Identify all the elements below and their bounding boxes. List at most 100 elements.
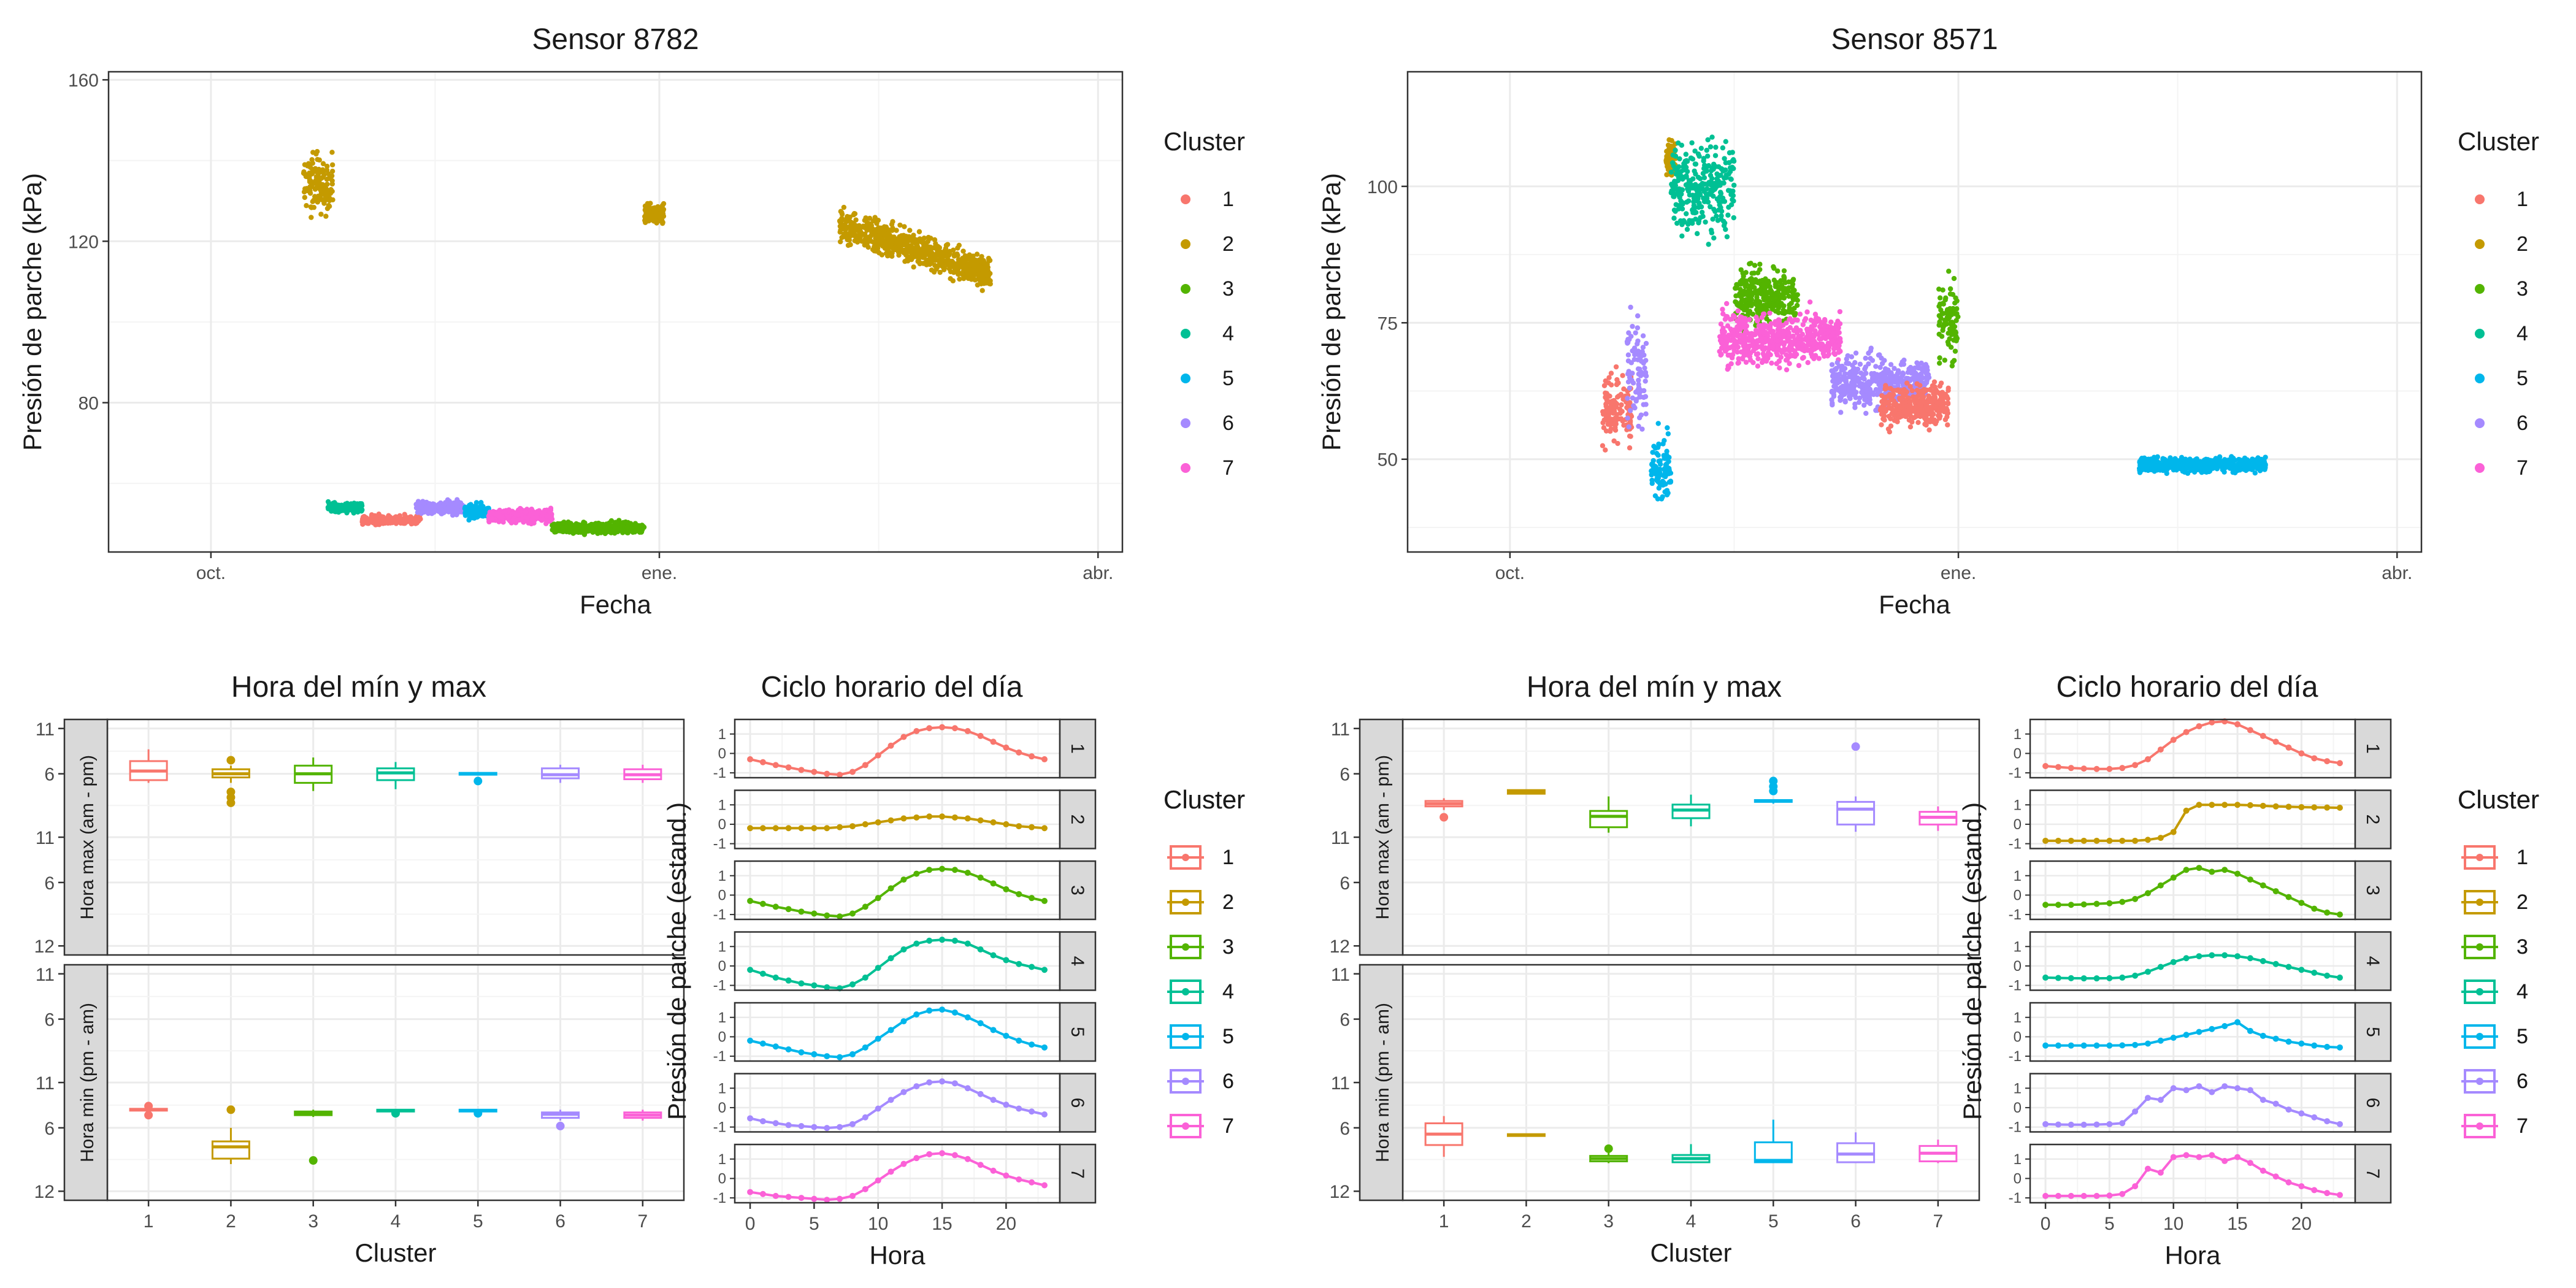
data-point bbox=[1774, 280, 1780, 285]
data-point bbox=[1669, 137, 1674, 144]
data-point bbox=[926, 249, 932, 255]
data-point bbox=[1714, 213, 1719, 219]
data-point bbox=[1926, 405, 1933, 411]
data-point bbox=[937, 245, 943, 251]
data-point bbox=[1655, 421, 1661, 426]
data-point bbox=[397, 513, 402, 519]
data-point bbox=[1638, 394, 1644, 400]
data-point bbox=[1942, 416, 1949, 423]
data-point bbox=[1761, 297, 1767, 303]
data-point bbox=[1619, 408, 1625, 414]
data-point bbox=[1741, 303, 1747, 309]
data-point bbox=[983, 280, 989, 286]
data-point bbox=[309, 157, 315, 163]
data-point bbox=[1771, 264, 1776, 270]
data-point bbox=[313, 179, 319, 185]
data-point bbox=[443, 508, 448, 513]
data-point bbox=[1636, 377, 1641, 383]
data-point bbox=[1745, 312, 1751, 317]
data-point bbox=[1837, 309, 1843, 315]
data-point bbox=[1781, 342, 1787, 348]
data-point bbox=[313, 196, 319, 202]
data-point bbox=[1897, 379, 1903, 385]
data-point bbox=[909, 251, 914, 257]
data-point bbox=[1739, 356, 1746, 361]
data-point bbox=[1895, 370, 1901, 376]
data-point bbox=[1635, 313, 1641, 319]
data-point bbox=[1726, 332, 1731, 338]
data-point bbox=[1764, 331, 1769, 336]
data-point bbox=[1671, 194, 1677, 199]
data-point bbox=[1776, 332, 1781, 338]
data-point bbox=[1948, 345, 1954, 350]
data-point bbox=[1797, 340, 1803, 346]
data-point bbox=[544, 518, 550, 524]
data-point bbox=[301, 169, 307, 175]
data-point bbox=[455, 499, 461, 505]
legend-label: 2 bbox=[1222, 232, 1234, 256]
data-point bbox=[1888, 362, 1894, 367]
data-point bbox=[415, 510, 421, 515]
data-point bbox=[1650, 450, 1655, 455]
data-point bbox=[320, 161, 326, 167]
data-point bbox=[1723, 167, 1728, 173]
data-point bbox=[1684, 199, 1690, 205]
data-point bbox=[1812, 312, 1819, 317]
data-point bbox=[1833, 385, 1839, 391]
data-point bbox=[534, 515, 540, 520]
data-point bbox=[1643, 411, 1649, 417]
data-point bbox=[1731, 337, 1737, 343]
data-point bbox=[515, 512, 521, 518]
data-point bbox=[1746, 294, 1752, 299]
data-point bbox=[1946, 269, 1952, 274]
data-point bbox=[1711, 235, 1717, 241]
data-point bbox=[1696, 189, 1702, 194]
data-point bbox=[1842, 383, 1848, 389]
data-point bbox=[1684, 169, 1690, 174]
data-point bbox=[1807, 299, 1813, 305]
data-point bbox=[905, 239, 910, 245]
data-point bbox=[900, 237, 906, 243]
data-point bbox=[1804, 309, 1810, 315]
data-point bbox=[1819, 341, 1825, 347]
data-point bbox=[477, 505, 483, 511]
data-point bbox=[1642, 365, 1647, 371]
data-point bbox=[951, 253, 957, 259]
data-point bbox=[905, 244, 911, 250]
legend-key-point bbox=[1181, 463, 1190, 473]
data-point bbox=[1781, 276, 1787, 282]
data-point bbox=[1657, 461, 1663, 467]
data-point bbox=[983, 267, 988, 272]
data-point bbox=[961, 257, 967, 263]
data-point bbox=[1719, 351, 1724, 357]
data-point bbox=[922, 245, 928, 251]
data-point bbox=[1785, 337, 1791, 342]
data-point bbox=[897, 222, 903, 228]
data-point bbox=[473, 503, 479, 508]
data-point bbox=[1663, 159, 1669, 166]
data-point bbox=[1671, 215, 1677, 221]
data-point bbox=[1710, 188, 1715, 194]
data-point bbox=[1728, 316, 1733, 322]
data-point bbox=[1873, 364, 1879, 369]
data-point bbox=[1852, 377, 1858, 382]
data-point bbox=[312, 166, 318, 172]
data-point bbox=[1603, 447, 1608, 453]
data-point bbox=[1825, 340, 1831, 346]
data-point bbox=[974, 251, 980, 257]
data-point bbox=[1781, 303, 1787, 309]
data-point bbox=[505, 515, 512, 520]
legend-label: 4 bbox=[1222, 322, 1234, 345]
data-point bbox=[1691, 183, 1697, 189]
data-point bbox=[1698, 145, 1704, 151]
data-point bbox=[1731, 182, 1737, 188]
data-point bbox=[1628, 360, 1635, 366]
data-point bbox=[1714, 176, 1720, 182]
data-point bbox=[500, 519, 506, 525]
data-point bbox=[1731, 215, 1736, 221]
data-point bbox=[979, 288, 985, 293]
data-point bbox=[1706, 242, 1711, 247]
data-point bbox=[329, 168, 335, 174]
data-point bbox=[1742, 323, 1747, 329]
legend-key-point bbox=[1181, 284, 1190, 294]
